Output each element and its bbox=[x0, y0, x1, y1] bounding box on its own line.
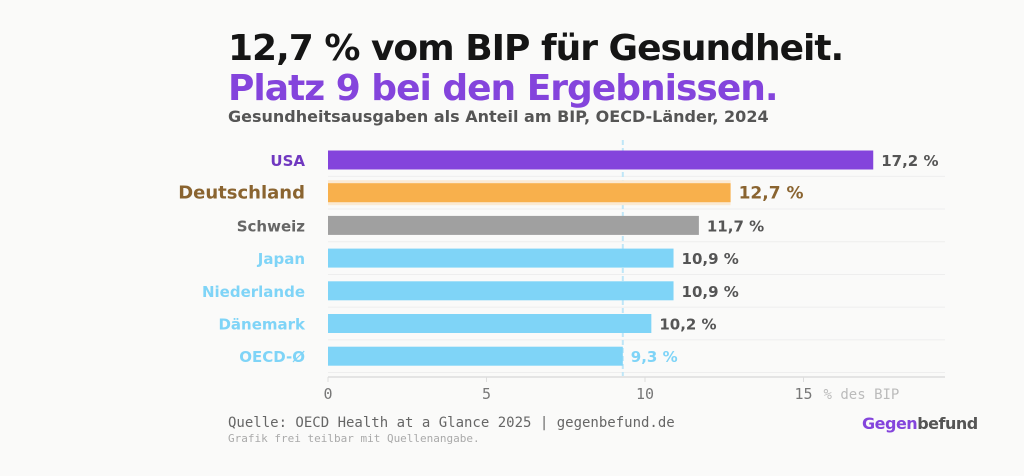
x-tick-label: 5 bbox=[482, 385, 491, 403]
x-axis-label: % des BIP bbox=[824, 387, 900, 403]
value-label: 9,3 % bbox=[631, 348, 678, 366]
category-label: Dänemark bbox=[218, 316, 306, 334]
bar-schweiz bbox=[328, 215, 699, 235]
logo-part-1: Gegen bbox=[862, 414, 918, 433]
category-label: Deutschland bbox=[178, 183, 305, 204]
bar-japan bbox=[328, 248, 674, 268]
bar-niederlande bbox=[328, 281, 674, 301]
category-label: USA bbox=[270, 152, 305, 170]
value-label: 11,7 % bbox=[707, 217, 764, 235]
category-label: Niederlande bbox=[202, 283, 305, 301]
value-label: 17,2 % bbox=[881, 152, 938, 170]
bar-dänemark bbox=[328, 314, 652, 333]
x-tick-label: 0 bbox=[323, 385, 332, 403]
value-label: 12,7 % bbox=[739, 184, 804, 204]
bar-oecd-ø bbox=[328, 346, 623, 366]
x-tick-label: 10 bbox=[636, 385, 654, 403]
logo: Gegenbefund bbox=[862, 414, 978, 433]
value-label: 10,9 % bbox=[682, 250, 739, 268]
subtitle: Gesundheitsausgaben als Anteil am BIP, O… bbox=[228, 107, 769, 126]
title-line-1: 12,7 % vom BIP für Gesundheit. bbox=[228, 28, 844, 69]
category-label: OECD-Ø bbox=[239, 348, 305, 366]
value-label: 10,9 % bbox=[682, 283, 739, 301]
bar-deutschland bbox=[328, 183, 731, 203]
source-text: Quelle: OECD Health at a Glance 2025 | g… bbox=[228, 415, 675, 431]
logo-part-2: befund bbox=[917, 414, 978, 433]
category-label: Japan bbox=[257, 250, 305, 268]
title-line-2: Platz 9 bei den Ergebnissen. bbox=[228, 68, 779, 109]
category-label: Schweiz bbox=[237, 217, 306, 235]
bar-usa bbox=[328, 150, 874, 170]
share-note: Grafik frei teilbar mit Quellenangabe. bbox=[228, 432, 480, 445]
x-tick-label: 15 bbox=[794, 385, 812, 403]
value-label: 10,2 % bbox=[659, 316, 716, 334]
